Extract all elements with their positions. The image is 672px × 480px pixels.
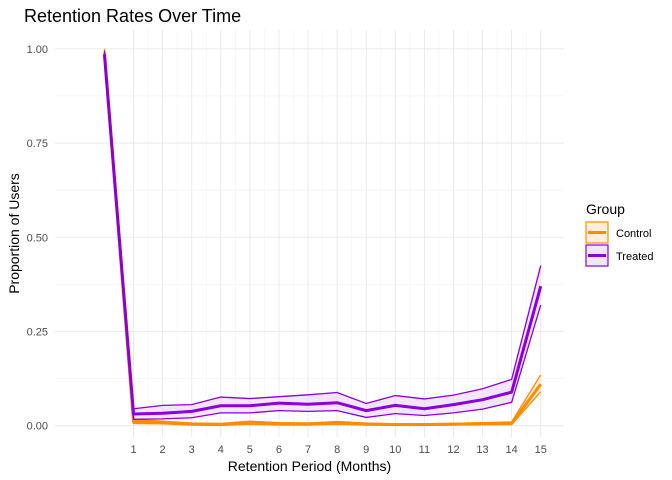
x-tick-label: 13 [476, 444, 488, 456]
x-tick-label: 6 [276, 444, 282, 456]
chart-title: Retention Rates Over Time [24, 6, 241, 26]
x-tick-label: 12 [447, 444, 459, 456]
y-tick-label: 1.00 [27, 44, 48, 56]
y-tick-label: 0.50 [27, 232, 48, 244]
legend-title: Group [586, 201, 625, 217]
y-tick-label: 0.00 [27, 421, 48, 433]
legend-label-control: Control [616, 228, 651, 240]
x-axis-label: Retention Period (Months) [228, 458, 391, 474]
plot-panel [55, 30, 564, 437]
x-tick-label: 1 [130, 444, 136, 456]
x-axis-ticks: 1 2 3 4 5 6 7 8 9 10 11 12 13 14 15 [130, 444, 546, 456]
x-tick-label: 7 [305, 444, 311, 456]
series-lines [102, 48, 543, 427]
treated-series-line [102, 54, 543, 416]
x-tick-label: 10 [389, 444, 401, 456]
x-tick-label: 15 [535, 444, 547, 456]
x-tick-label: 3 [189, 444, 195, 456]
x-tick-label: 4 [218, 444, 224, 456]
x-tick-label: 5 [247, 444, 253, 456]
treated-upper-bound-line [103, 50, 542, 410]
x-tick-label: 9 [363, 444, 369, 456]
y-tick-label: 0.25 [27, 326, 48, 338]
y-tick-label: 0.75 [27, 138, 48, 150]
minor-gridlines [55, 30, 564, 437]
legend-items: Control Treated [585, 221, 654, 267]
x-tick-label: 14 [506, 444, 518, 456]
x-tick-label: 2 [160, 444, 166, 456]
treated-lower-bound-line [103, 58, 542, 420]
y-axis-ticks: 0.00 0.25 0.50 0.75 1.00 [27, 44, 48, 433]
legend: Group Control Treated [585, 201, 654, 267]
x-tick-label: 8 [334, 444, 340, 456]
panel-background [55, 30, 564, 437]
y-axis-label: Proportion of Users [6, 173, 22, 294]
major-gridlines [55, 30, 564, 437]
legend-item-treated: Treated [585, 244, 654, 267]
legend-label-treated: Treated [616, 251, 654, 263]
legend-item-control: Control [585, 221, 651, 244]
x-tick-label: 11 [419, 444, 430, 456]
control-series-line [102, 52, 542, 427]
